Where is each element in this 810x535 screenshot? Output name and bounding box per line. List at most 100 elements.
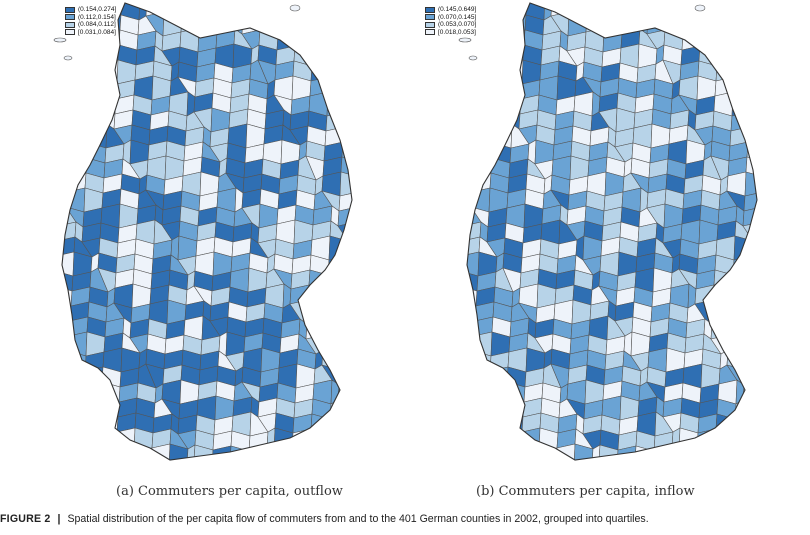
- county-region: [357, 188, 376, 212]
- county-region: [750, 77, 757, 98]
- county-region: [62, 315, 71, 341]
- county-region: [217, 3, 237, 19]
- legend-label: (0.084,0.112]: [78, 21, 116, 29]
- county-region: [337, 27, 352, 53]
- county-region: [114, 462, 133, 478]
- county-region: [472, 331, 493, 357]
- county-region: [670, 446, 690, 460]
- county-region: [295, 11, 316, 37]
- county-region: [339, 3, 352, 19]
- county-region: [568, 3, 589, 18]
- county-region: [747, 300, 757, 322]
- county-region: [652, 462, 671, 478]
- county-region: [310, 61, 331, 82]
- county-region: [358, 173, 377, 192]
- county-region: [62, 350, 69, 371]
- legend-label: (0.154,0.274]: [78, 6, 117, 14]
- county-region: [82, 381, 103, 402]
- county-region: [326, 270, 347, 291]
- county-region: [742, 380, 757, 401]
- county-region: [62, 459, 73, 460]
- county-region: [670, 462, 689, 478]
- legend-swatch: [65, 21, 75, 28]
- county-region: [309, 428, 330, 450]
- county-region: [362, 108, 380, 132]
- county-region: [479, 43, 489, 69]
- county-region: [74, 43, 84, 69]
- county-region: [495, 78, 505, 99]
- county-region: [749, 444, 757, 460]
- county-region: [550, 3, 571, 17]
- county-region: [478, 415, 498, 436]
- county-region: [71, 445, 92, 460]
- county-region: [467, 156, 475, 178]
- county-region: [745, 335, 757, 356]
- county-region: [265, 446, 285, 460]
- county-region: [216, 13, 237, 34]
- county-region: [340, 335, 352, 356]
- county-region: [762, 366, 781, 386]
- county-region: [150, 463, 169, 478]
- county-region: [768, 446, 776, 465]
- county-region: [343, 459, 352, 460]
- county-region: [621, 13, 642, 34]
- county-region: [168, 443, 189, 460]
- county-region: [65, 380, 85, 402]
- county-region: [62, 141, 71, 163]
- county-region: [360, 143, 379, 162]
- county-region: [473, 142, 494, 163]
- county-region: [763, 351, 782, 371]
- county-region: [106, 108, 116, 130]
- county-region: [467, 126, 477, 148]
- county-region: [355, 222, 374, 242]
- county-region: [89, 461, 108, 478]
- county-region: [504, 44, 525, 65]
- figure-caption: FIGURE 2 | Spatial distribution of the per…: [0, 513, 810, 525]
- island: [53, 37, 67, 43]
- county-region: [97, 78, 118, 100]
- county-region: [747, 126, 757, 148]
- county-region: [62, 414, 76, 436]
- county-region: [760, 44, 779, 68]
- county-region: [329, 399, 349, 420]
- county-region: [198, 12, 219, 34]
- county-region: [762, 188, 781, 212]
- county-region: [630, 3, 650, 20]
- county-region: [467, 444, 479, 460]
- county-region: [713, 443, 734, 460]
- map-panel-inflow: (0.145,0.649] (0.070,0.145] (0.053,0.070…: [405, 0, 805, 478]
- county-region: [181, 3, 202, 18]
- county-region: [229, 461, 248, 478]
- county-region: [489, 3, 510, 20]
- county-region: [325, 285, 346, 306]
- county-region: [505, 29, 526, 50]
- county-region: [467, 315, 476, 341]
- county-region: [308, 464, 327, 478]
- county-region: [311, 46, 332, 67]
- county-region: [361, 302, 380, 321]
- county-region: [107, 462, 115, 478]
- country-border: [466, 2, 758, 461]
- county-region: [652, 446, 673, 460]
- county-region: [479, 395, 489, 421]
- legend-label: (0.070,0.145]: [438, 13, 477, 21]
- county-region: [98, 411, 119, 437]
- county-region: [211, 461, 230, 478]
- county-region: [494, 461, 513, 478]
- county-region: [62, 444, 74, 460]
- county-region: [260, 3, 281, 21]
- county-region: [357, 14, 376, 33]
- county-region: [586, 3, 607, 18]
- legend-label: [0.018,0.053]: [438, 28, 476, 36]
- county-region: [90, 78, 100, 99]
- county-region: [664, 14, 685, 36]
- county-region: [345, 429, 352, 451]
- county-region: [733, 414, 754, 435]
- county-region: [647, 3, 668, 20]
- county-region: [247, 446, 268, 460]
- county-region: [750, 429, 757, 451]
- county-region: [730, 285, 751, 306]
- county-region: [477, 77, 498, 99]
- county-region: [168, 464, 187, 478]
- county-region: [62, 156, 70, 178]
